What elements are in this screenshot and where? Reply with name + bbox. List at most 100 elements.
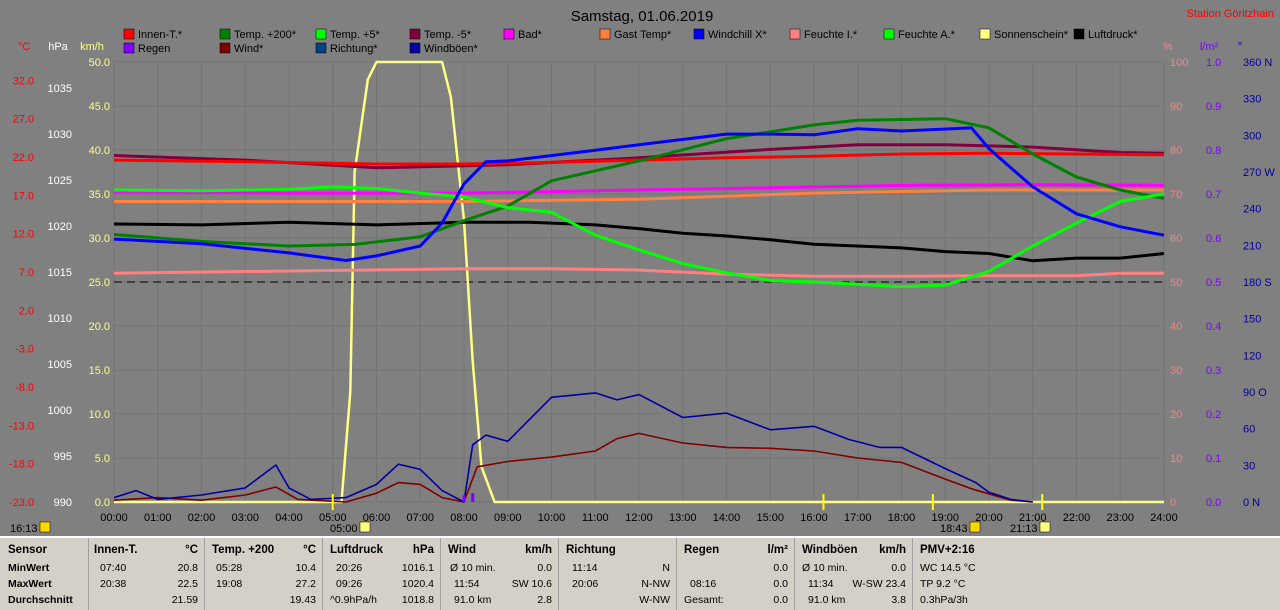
stats-time: 11:34 [808,578,834,590]
axis-tick-kmh: 15.0 [89,365,110,377]
axis-tick-time: 14:00 [713,512,741,524]
axis-tick-celsius: 27.0 [13,114,34,126]
axis-tick-celsius: -18.0 [9,459,34,471]
stats-time: 08:16 [690,578,717,590]
axis-tick-time: 08:00 [450,512,478,524]
axis-tick-hpa: 1025 [48,175,72,187]
legend-label: Sonnenschein* [994,29,1069,41]
stats-value: 0.0 [891,562,906,574]
stats-header: Temp. +200 [212,544,275,556]
axis-tick-celsius: 22.0 [13,152,34,164]
marker-time-moonrise: 18:43 [940,523,968,535]
stats-value: 0.3hPa/3h [920,594,968,606]
legend-label: Luftdruck* [1088,29,1138,41]
stats-time: Ø 10 min. [802,562,848,574]
series-line-temp-5 [113,185,1165,289]
series-line-temp-5 [113,143,1165,170]
legend-label: Temp. +5* [330,29,381,41]
stats-time: 09:26 [336,578,363,590]
series-line-feuchte-i [113,267,1164,278]
stats-time: 19:08 [216,578,243,590]
axis-tick-rain: 0.7 [1206,189,1221,201]
legend-label: Feuchte A.* [898,29,956,41]
axis-tick-direction: 150 [1243,314,1261,326]
axis-tick-hpa: 1005 [48,359,72,371]
axis-tick-direction: 60 [1243,424,1255,436]
axis-tick-time: 17:00 [844,512,872,524]
stats-value: 0.0 [537,562,552,574]
stats-regen-col: Regen l/m² 0.0 08:16 0.0 Gesamt: 0.0 [676,538,795,610]
stats-richtung-col: Richtung 11:14 N 20:06 N-NW W-NW [558,538,677,610]
axis-tick-percent: 10 [1170,453,1182,465]
axis-tick-percent: 60 [1170,233,1182,245]
axis-tick-time: 23:00 [1106,512,1134,524]
marker-icon-moonset [39,521,51,533]
stats-value: 27.2 [295,578,316,590]
axis-tick-rain: 0.1 [1206,453,1221,465]
axis-tick-time: 04:00 [275,512,303,524]
legend-swatch [123,42,135,54]
stats-value: WC 14.5 °C [920,562,976,574]
series-line-luftdruck [113,220,1165,263]
axis-tick-percent: 40 [1170,321,1182,333]
axis-tick-time: 19:00 [931,512,959,524]
stats-header: Windböen [802,544,858,556]
marker-icon-moonrise [969,521,981,533]
legend-swatch [789,28,801,40]
axis-tick-time: 03:00 [231,512,259,524]
axis-tick-rain: 0.4 [1206,321,1221,333]
axis-tick-time: 12:00 [625,512,653,524]
axis-tick-celsius: 7.0 [19,267,34,279]
axis-tick-direction: 360 N [1243,57,1272,69]
axis-tick-direction: 330 [1243,94,1261,106]
stats-distance: 91.0 km [808,594,846,606]
axis-tick-rain: 0.3 [1206,365,1221,377]
series-line-temp-200 [113,117,1165,248]
axis-tick-percent: 70 [1170,189,1182,201]
stats-header: PMV+2:16 [920,544,975,556]
axis-unit-rain: l/m² [1200,41,1219,53]
legend-label: Gast Temp* [614,29,672,41]
axis-unit-kmh: km/h [80,41,104,53]
legend-label: Innen-T.* [138,29,183,41]
chart-title: Samstag, 01.06.2019 [571,8,714,25]
axis-tick-percent: 20 [1170,409,1182,421]
stats-unit: hPa [412,544,434,556]
axis-tick-direction: 90 O [1243,387,1267,399]
stats-value: W-SW 23.4 [852,578,906,590]
axis-tick-celsius: -8.0 [15,382,34,394]
axes: °C hPa km/h% l/m² ° 32.0 27.0 22.0 17.0 12.0 7.0 2.… [9,41,1275,524]
rain-bar [462,495,466,502]
legend-label: Windböen* [424,43,479,55]
axis-tick-time: 05:00 [319,512,347,524]
weather-chart: °C hPa km/h% l/m² ° 32.0 27.0 22.0 17.0 12.0 7.0 2.… [9,8,1275,535]
stats-value: 20.8 [177,562,198,574]
series-line-windchill-x [113,126,1165,262]
stats-time: 20:06 [572,578,599,590]
axis-tick-time: 22:00 [1063,512,1091,524]
series-line-windb-en [113,392,1033,503]
legend-swatch [315,28,327,40]
axis-tick-kmh: 10.0 [89,409,110,421]
axis-tick-time: 24:00 [1150,512,1178,524]
stats-value: 0.0 [773,562,788,574]
axis-unit-hpa: hPa [48,41,68,53]
legend-swatch [979,28,991,40]
series-line-gast-temp [114,188,1164,203]
legend-swatch [219,42,231,54]
stats-time: 20:26 [336,562,363,574]
axis-tick-direction: 180 S [1243,277,1272,289]
stats-sensor-col: Sensor MinWert MaxWert Durchschnitt [0,538,89,610]
axis-tick-celsius: 12.0 [13,229,34,241]
legend-swatch [409,28,421,40]
legend-swatch [693,28,705,40]
axis-tick-celsius: -23.0 [9,497,34,509]
axis-tick-hpa: 1015 [48,267,72,279]
axis-tick-rain: 0.9 [1206,101,1221,113]
stats-time: Ø 10 min. [450,562,496,574]
legend-label: Temp. -5* [424,29,472,41]
axis-tick-time: 02:00 [188,512,216,524]
axis-tick-percent: 90 [1170,101,1182,113]
axis-tick-kmh: 5.0 [95,453,110,465]
legend-label: Richtung* [330,43,378,55]
